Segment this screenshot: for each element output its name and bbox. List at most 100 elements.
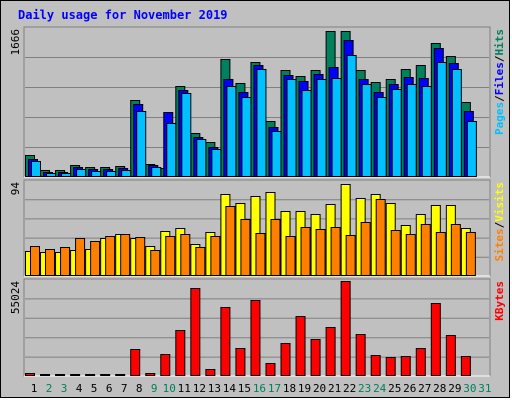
- bar-kbytes-day-5: [85, 374, 96, 376]
- legend-entry: Hits: [493, 29, 506, 56]
- bar-pages-day-7: [121, 170, 132, 177]
- series-kbytes: [25, 281, 471, 376]
- legend-entry: /: [493, 55, 506, 62]
- bar-kbytes-day-24: [370, 355, 381, 376]
- day-label-24: 24: [373, 382, 387, 395]
- day-label-15: 15: [238, 382, 251, 395]
- day-label-27: 27: [418, 382, 431, 395]
- bar-kbytes-day-27: [415, 348, 426, 376]
- bar-pages-day-9: [151, 167, 162, 177]
- bar-pages-day-16: [256, 69, 267, 177]
- y-max-label: 55024: [9, 281, 22, 314]
- bar-kbytes-day-3: [55, 374, 66, 376]
- bar-sites-day-4: [75, 238, 86, 276]
- bar-kbytes-day-22: [340, 281, 351, 376]
- bar-kbytes-day-25: [385, 357, 396, 376]
- day-label-10: 10: [163, 382, 176, 395]
- bar-pages-day-17: [271, 131, 282, 177]
- bar-pages-day-15: [241, 97, 252, 177]
- bar-kbytes-day-2: [40, 374, 51, 376]
- bar-sites-day-10: [165, 236, 176, 276]
- day-label-2: 2: [46, 382, 53, 395]
- bar-pages-day-25: [391, 89, 402, 177]
- bar-kbytes-day-7: [115, 374, 126, 376]
- bar-sites-day-28: [435, 232, 446, 276]
- legend-entry: Pages: [493, 102, 506, 135]
- bar-sites-day-25: [390, 230, 401, 276]
- day-label-26: 26: [403, 382, 416, 395]
- day-label-23: 23: [358, 382, 371, 395]
- panel-kbytes: 55024 KBytes: [9, 278, 506, 377]
- day-label-5: 5: [91, 382, 98, 395]
- bar-pages-day-30: [466, 121, 477, 177]
- legend-entry: Sites: [493, 228, 506, 261]
- legend-entry: /: [493, 221, 506, 228]
- y-max-label: 1666: [9, 29, 22, 56]
- day-label-17: 17: [268, 382, 281, 395]
- bar-sites-day-9: [150, 250, 161, 276]
- bar-pages-day-13: [211, 149, 222, 177]
- bar-pages-day-14: [226, 86, 237, 177]
- bar-sites-day-21: [330, 227, 341, 276]
- day-label-31: 31: [478, 382, 491, 395]
- bar-sites-day-13: [210, 236, 221, 276]
- bar-pages-day-21: [331, 78, 342, 177]
- bar-sites-day-22: [345, 235, 356, 276]
- bar-kbytes-day-16: [250, 300, 261, 376]
- bar-kbytes-day-23: [355, 334, 366, 376]
- bar-pages-day-3: [61, 173, 72, 177]
- legend-entry: Files: [493, 62, 506, 95]
- bar-pages-day-20: [316, 79, 327, 177]
- day-label-19: 19: [298, 382, 311, 395]
- day-label-14: 14: [223, 382, 237, 395]
- legend: KBytes: [493, 281, 506, 321]
- bar-pages-day-5: [91, 171, 102, 177]
- bar-sites-day-6: [105, 236, 116, 276]
- day-label-11: 11: [178, 382, 191, 395]
- bar-sites-day-14: [225, 206, 236, 276]
- bar-pages-day-27: [421, 86, 432, 177]
- bar-pages-day-29: [451, 69, 462, 177]
- bar-kbytes-day-21: [325, 327, 336, 376]
- day-label-8: 8: [136, 382, 143, 395]
- day-label-3: 3: [61, 382, 68, 395]
- bar-pages-day-12: [196, 139, 207, 177]
- day-label-7: 7: [121, 382, 128, 395]
- bar-sites-day-16: [255, 233, 266, 276]
- bar-sites-day-12: [195, 247, 206, 276]
- bar-pages-day-26: [406, 84, 417, 177]
- day-label-12: 12: [193, 382, 206, 395]
- legend-entry: KBytes: [493, 281, 506, 321]
- bar-pages-day-19: [301, 90, 312, 177]
- bar-kbytes-day-6: [100, 374, 111, 376]
- bar-kbytes-day-9: [145, 373, 156, 376]
- bar-pages-day-28: [436, 62, 447, 177]
- bar-sites-day-23: [360, 222, 371, 276]
- bar-pages-day-23: [361, 84, 372, 177]
- bar-kbytes-day-11: [175, 330, 186, 376]
- day-label-25: 25: [388, 382, 401, 395]
- bar-sites-day-24: [375, 199, 386, 276]
- day-label-1: 1: [31, 382, 38, 395]
- bar-kbytes-day-28: [430, 303, 441, 376]
- bar-kbytes-day-30: [460, 356, 471, 376]
- day-label-13: 13: [208, 382, 221, 395]
- bar-kbytes-day-13: [205, 369, 216, 376]
- bar-sites-day-1: [30, 246, 40, 276]
- bar-sites-day-7: [120, 234, 131, 276]
- bar-kbytes-day-10: [160, 354, 171, 376]
- y-max-label: 94: [9, 182, 22, 196]
- bar-kbytes-day-26: [400, 356, 411, 376]
- bar-pages-day-4: [76, 169, 87, 177]
- series-sites: [30, 199, 476, 276]
- bar-kbytes-day-19: [295, 316, 306, 376]
- legend: Pages/Files/Hits: [493, 29, 506, 135]
- day-label-21: 21: [328, 382, 341, 395]
- bar-sites-day-26: [405, 234, 416, 276]
- bar-kbytes-day-8: [130, 349, 141, 376]
- day-label-4: 4: [76, 382, 83, 395]
- bar-pages-day-6: [106, 171, 117, 177]
- bar-pages-day-11: [181, 93, 192, 177]
